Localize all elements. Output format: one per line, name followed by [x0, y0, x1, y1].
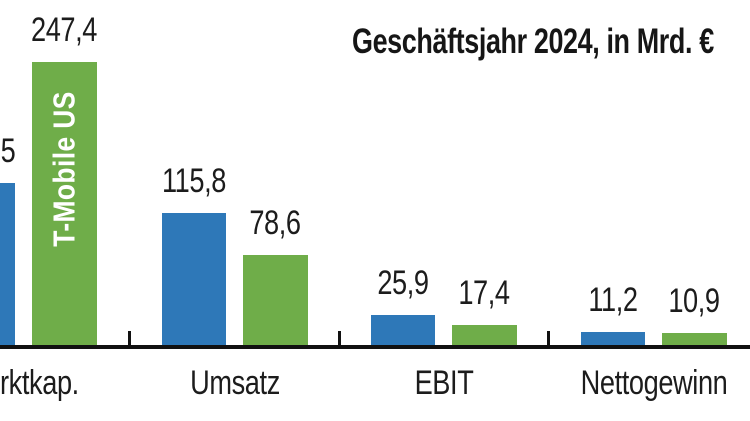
value-label-nettogewinn-green: 10,9 — [668, 281, 721, 320]
value-label-marktkap-green: 247,4 — [31, 11, 98, 49]
bar-umsatz-blue — [161, 212, 226, 345]
category-label-marktkap: rktkap. — [0, 364, 79, 402]
category-label-umsatz: Umsatz — [189, 364, 280, 402]
bar-marktkap-blue — [0, 183, 15, 345]
value-label-marktkap-blue: 5 — [0, 132, 16, 171]
axis-tick — [547, 331, 550, 345]
value-label-umsatz-green: 78,6 — [249, 204, 302, 243]
bar-ebit-blue — [370, 315, 435, 345]
value-label-umsatz-blue: 115,8 — [161, 161, 226, 200]
bar-umsatz-green — [243, 255, 308, 345]
bar-nettogewinn-blue — [580, 332, 645, 345]
bar-marktkap-green: T-Mobile US — [32, 62, 97, 345]
value-label-ebit-blue: 25,9 — [377, 264, 429, 303]
tmobile-us-bar-label: T-Mobile US — [46, 91, 82, 247]
x-axis-line — [0, 345, 750, 349]
value-label-ebit-green: 17,4 — [458, 274, 511, 313]
value-label-nettogewinn-blue: 11,2 — [588, 281, 638, 320]
category-label-nettogewinn: Nettogewinn — [580, 364, 727, 402]
axis-tick — [337, 331, 341, 345]
bar-ebit-green — [452, 325, 517, 345]
axis-tick — [127, 331, 131, 345]
category-label-ebit: EBIT — [414, 364, 473, 402]
bar-nettogewinn-green — [662, 332, 727, 345]
chart-title: Geschäftsjahr 2024, in Mrd. € — [352, 22, 714, 61]
